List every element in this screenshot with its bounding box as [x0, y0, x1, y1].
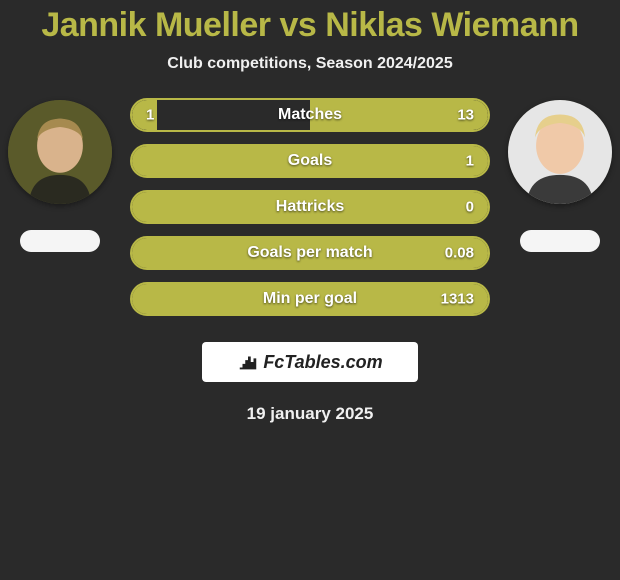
stat-bar-hattricks: Hattricks 0 [130, 190, 490, 224]
chart-icon [237, 351, 259, 373]
stat-value-left: 1 [146, 107, 154, 124]
stat-label: Goals [288, 152, 332, 170]
stat-bar-goals-per-match: Goals per match 0.08 [130, 236, 490, 270]
comparison-card: Jannik Mueller vs Niklas Wiemann Club co… [0, 0, 620, 580]
stat-value-right: 0.08 [445, 245, 474, 262]
stat-label: Min per goal [263, 290, 357, 308]
stat-bar-goals: Goals 1 [130, 144, 490, 178]
stats-column: 1 Matches 13 Goals 1 Hattricks 0 Goals p… [130, 98, 490, 316]
avatar-left-icon [8, 100, 112, 204]
stat-value-right: 1313 [441, 291, 474, 308]
page-title: Jannik Mueller vs Niklas Wiemann [0, 6, 620, 45]
player-right-avatar [508, 100, 612, 204]
stat-label: Goals per match [247, 244, 372, 262]
branding-text: FcTables.com [263, 352, 382, 373]
main-row: 1 Matches 13 Goals 1 Hattricks 0 Goals p… [0, 98, 620, 316]
stat-label: Matches [278, 106, 342, 124]
player-right-badge [520, 230, 600, 252]
avatar-right-icon [508, 100, 612, 204]
subtitle: Club competitions, Season 2024/2025 [0, 55, 620, 73]
player-left-column [8, 98, 112, 252]
stat-value-right: 1 [466, 153, 474, 170]
stat-value-right: 13 [457, 107, 474, 124]
branding-badge[interactable]: FcTables.com [202, 342, 418, 382]
player-left-avatar [8, 100, 112, 204]
stat-value-right: 0 [466, 199, 474, 216]
stat-bar-matches: 1 Matches 13 [130, 98, 490, 132]
date-label: 19 january 2025 [0, 404, 620, 424]
stat-bar-min-per-goal: Min per goal 1313 [130, 282, 490, 316]
stat-label: Hattricks [276, 198, 344, 216]
player-right-column [508, 98, 612, 252]
player-left-badge [20, 230, 100, 252]
